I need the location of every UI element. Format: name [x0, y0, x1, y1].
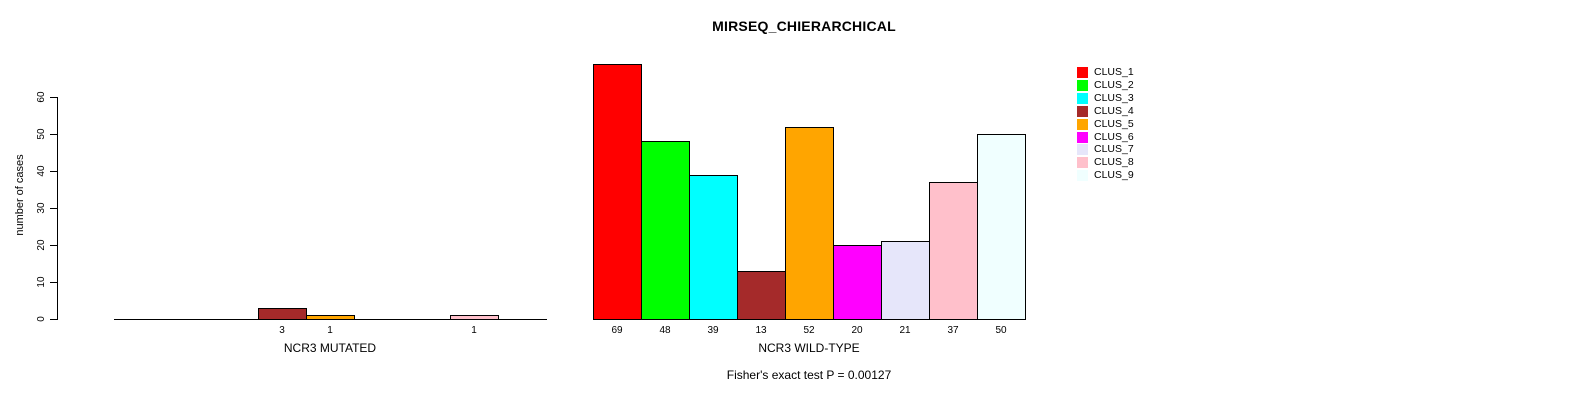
- legend-swatch-clus-4: [1077, 106, 1088, 117]
- y-tick-mark-20: [50, 245, 58, 246]
- y-tick-mark-60: [50, 97, 58, 98]
- legend-label-clus-5: CLUS_5: [1094, 118, 1134, 130]
- bar-value-ncr3-wild-type-clus-2: 48: [659, 325, 671, 336]
- y-tick-mark-10: [50, 282, 58, 283]
- bar-ncr3-mutated-clus-4: [258, 308, 307, 320]
- legend-label-clus-6: CLUS_6: [1094, 131, 1134, 143]
- bar-value-ncr3-wild-type-clus-8: 37: [947, 325, 959, 336]
- y-tick-mark-50: [50, 134, 58, 135]
- legend-swatch-clus-5: [1077, 119, 1088, 130]
- legend-label-clus-1: CLUS_1: [1094, 66, 1134, 78]
- y-tick-label-10: 10: [36, 276, 47, 288]
- bar-ncr3-wild-type-clus-1: [593, 64, 642, 320]
- x-group-label-wild-type: NCR3 WILD-TYPE: [758, 341, 860, 355]
- y-tick-mark-30: [50, 208, 58, 209]
- legend-label-clus-3: CLUS_3: [1094, 92, 1134, 104]
- legend-swatch-clus-9: [1077, 170, 1088, 181]
- bar-ncr3-wild-type-clus-9: [977, 134, 1026, 320]
- legend-label-clus-2: CLUS_2: [1094, 79, 1134, 91]
- bar-ncr3-wild-type-clus-2: [641, 141, 690, 320]
- bar-value-ncr3-wild-type-clus-4: 13: [755, 325, 767, 336]
- legend-swatch-clus-6: [1077, 132, 1088, 143]
- bar-ncr3-wild-type-clus-8: [929, 182, 978, 320]
- y-axis-title: number of cases: [14, 154, 26, 236]
- legend-label-clus-4: CLUS_4: [1094, 105, 1134, 117]
- fisher-test-annotation: Fisher's exact test P = 0.00127: [726, 368, 892, 382]
- bar-value-ncr3-wild-type-clus-3: 39: [707, 325, 719, 336]
- bar-ncr3-mutated-clus-5: [306, 315, 355, 320]
- bar-value-ncr3-wild-type-clus-6: 20: [851, 325, 863, 336]
- bar-value-ncr3-wild-type-clus-5: 52: [803, 325, 815, 336]
- x-group-label-mutated: NCR3 MUTATED: [283, 341, 377, 355]
- legend-label-clus-9: CLUS_9: [1094, 169, 1134, 181]
- y-tick-label-0: 0: [36, 316, 47, 322]
- legend-swatch-clus-8: [1077, 157, 1088, 168]
- y-tick-mark-40: [50, 171, 58, 172]
- legend-swatch-clus-7: [1077, 144, 1088, 155]
- bar-ncr3-wild-type-clus-5: [785, 127, 834, 320]
- legend-label-clus-8: CLUS_8: [1094, 156, 1134, 168]
- chart-title: MIRSEQ_CHIERARCHICAL: [712, 18, 896, 34]
- y-tick-label-60: 60: [36, 91, 47, 103]
- legend-swatch-clus-1: [1077, 67, 1088, 78]
- legend-swatch-clus-2: [1077, 80, 1088, 91]
- y-tick-mark-0: [50, 319, 58, 320]
- y-tick-label-40: 40: [36, 165, 47, 177]
- y-tick-label-50: 50: [36, 128, 47, 140]
- bar-value-ncr3-mutated-clus-4: 3: [279, 325, 285, 336]
- legend-label-clus-7: CLUS_7: [1094, 143, 1134, 155]
- bar-value-ncr3-wild-type-clus-1: 69: [611, 325, 623, 336]
- bar-value-ncr3-mutated-clus-8: 1: [471, 325, 477, 336]
- bar-ncr3-wild-type-clus-4: [737, 271, 786, 320]
- bar-ncr3-wild-type-clus-3: [689, 175, 738, 320]
- bar-value-ncr3-mutated-clus-5: 1: [327, 325, 333, 336]
- bar-value-ncr3-wild-type-clus-9: 50: [995, 325, 1007, 336]
- legend-swatch-clus-3: [1077, 93, 1088, 104]
- bar-ncr3-mutated-clus-8: [450, 315, 499, 320]
- y-tick-label-30: 30: [36, 202, 47, 214]
- y-tick-label-20: 20: [36, 239, 47, 251]
- bar-ncr3-wild-type-clus-6: [833, 245, 882, 320]
- bar-value-ncr3-wild-type-clus-7: 21: [899, 325, 911, 336]
- bar-ncr3-wild-type-clus-7: [881, 241, 930, 320]
